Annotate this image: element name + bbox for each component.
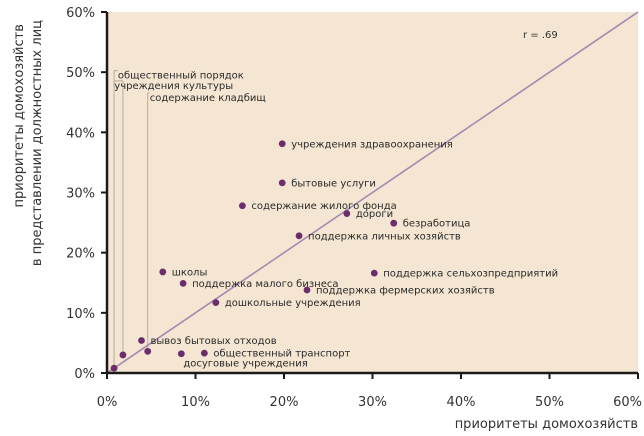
data-point <box>119 351 127 359</box>
y-tick-label: 60% <box>66 6 95 21</box>
correlation-annotation: r = .69 <box>523 30 558 41</box>
y-ticks: 0% 10% 20% 30% 40% 50% 60% <box>66 6 107 382</box>
data-points <box>110 140 398 372</box>
x-tick-label: 0% <box>97 395 118 410</box>
data-point <box>390 219 398 227</box>
data-point <box>370 269 378 277</box>
point-label: вывоз бытовых отходов <box>151 336 277 347</box>
point-label: бытовые услуги <box>291 178 376 189</box>
y-axis-label-line-1: приоритеты домохозяйств <box>12 24 27 207</box>
x-tick-label: 10% <box>181 395 210 410</box>
point-label: досуговые учреждения <box>183 358 307 369</box>
point-label: поддержка малого бизнеса <box>192 279 338 290</box>
point-label: поддержка сельхозпредприятий <box>383 269 558 280</box>
x-tick-label: 40% <box>447 395 476 410</box>
data-point <box>200 349 208 357</box>
y-tick-label: 40% <box>66 126 95 141</box>
point-label: содержание кладбищ <box>150 93 266 104</box>
x-axis-label: приоритеты домохозяйств <box>455 417 638 432</box>
x-tick-label: 50% <box>535 395 564 410</box>
data-point <box>278 179 286 187</box>
y-tick-label: 20% <box>66 247 95 262</box>
data-point <box>144 347 152 355</box>
point-label: дороги <box>356 209 393 220</box>
point-label: школы <box>172 267 208 278</box>
x-tick-label: 30% <box>358 395 387 410</box>
x-tick-label: 20% <box>270 395 299 410</box>
point-label: учреждения здравоохранения <box>291 139 453 150</box>
data-point <box>110 364 118 372</box>
data-point <box>177 350 185 358</box>
data-point <box>343 210 351 217</box>
data-point <box>138 337 145 344</box>
data-point <box>212 299 220 307</box>
point-label: содержание жилого фонда <box>251 201 396 212</box>
data-point <box>295 232 303 240</box>
x-ticks: 0% 10% 20% 30% 40% 50% 60% <box>97 373 642 410</box>
point-label: общественный транспорт <box>213 349 350 360</box>
data-point <box>179 279 187 287</box>
data-point <box>239 202 246 210</box>
point-label: безработица <box>403 219 471 230</box>
y-axis-label-line-2: в представлении должностных лиц <box>30 20 45 266</box>
y-tick-label: 0% <box>74 367 95 382</box>
y-axis-label: приоритеты домохозяйств в представлении … <box>12 20 45 266</box>
y-tick-label: 50% <box>66 66 95 81</box>
leader-lines <box>113 70 150 369</box>
point-label: поддержка фермерских хозяйств <box>316 285 495 296</box>
data-point <box>303 286 311 294</box>
point-label: общественный порядок <box>118 71 244 82</box>
regression-line <box>106 11 639 374</box>
point-label: учреждения культуры <box>114 81 233 92</box>
point-label: поддержка личных хозяйств <box>308 231 461 242</box>
data-point <box>278 140 286 148</box>
point-label: дошкольные учреждения <box>225 298 361 309</box>
y-tick-label: 30% <box>66 187 95 202</box>
data-point <box>159 268 167 276</box>
y-tick-label: 10% <box>66 307 95 322</box>
x-tick-label: 60% <box>613 395 642 410</box>
